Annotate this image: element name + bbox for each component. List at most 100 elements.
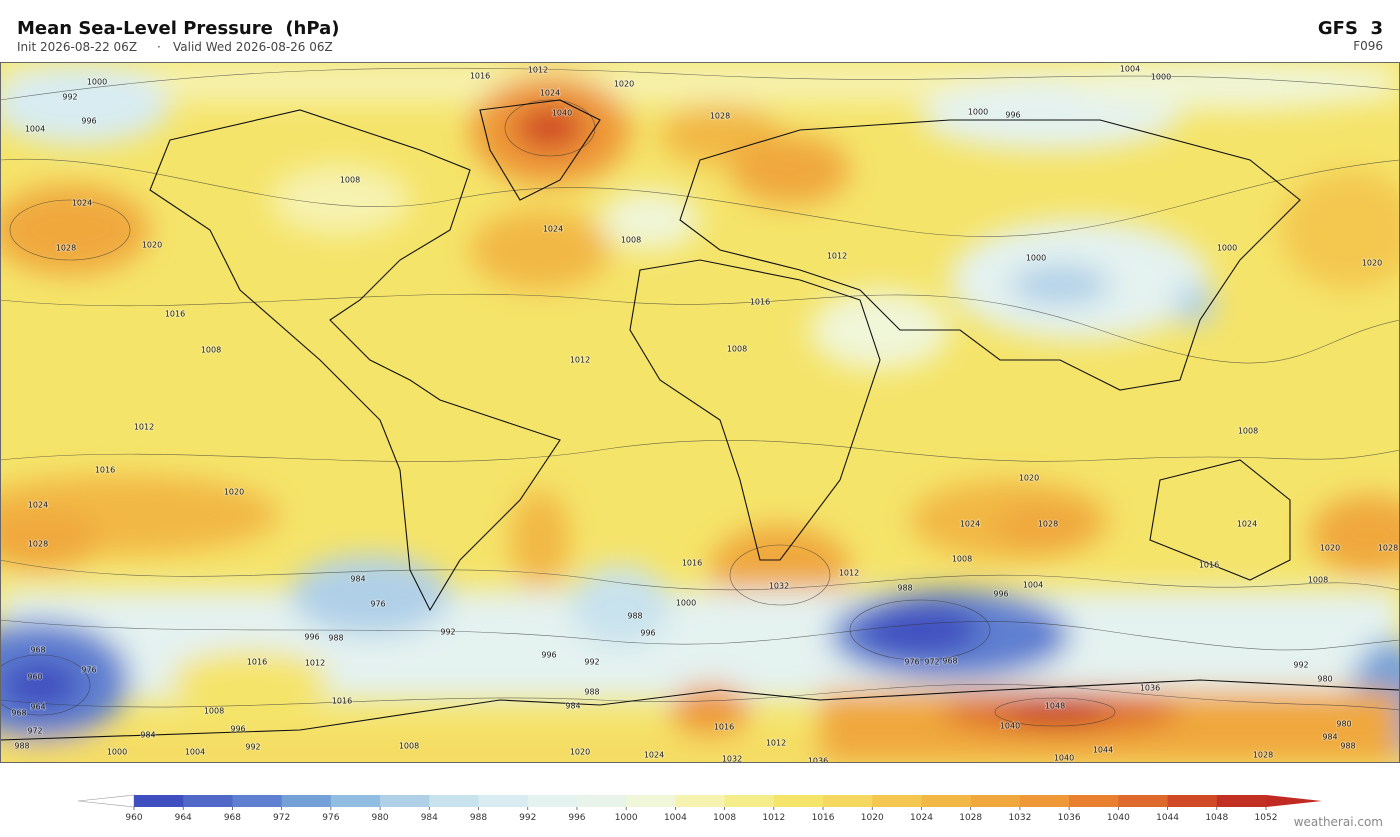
isobar-label: 1024 [960, 520, 980, 529]
isobar-label: 968 [30, 646, 45, 655]
isobar-label: 1000 [1151, 73, 1171, 82]
forecast-hour: F096 [1353, 39, 1383, 53]
colorbar-tick-label: 1052 [1255, 813, 1278, 823]
isobar-label: 1008 [727, 345, 747, 354]
isobar-label: 1020 [614, 80, 634, 89]
isobar-label: 988 [328, 634, 343, 643]
isobar-label: 1020 [224, 488, 244, 497]
isobar-label: 1008 [201, 346, 221, 355]
isobar-label: 1016 [714, 723, 734, 732]
isobars [0, 67, 1400, 727]
isobar-label: 976 [370, 600, 385, 609]
colorbar-tick-label: 1008 [713, 813, 736, 823]
isobar-label: 972 [27, 727, 42, 736]
isobar-label: 1008 [1308, 576, 1328, 585]
pressure-field [0, 62, 1400, 763]
isobar-label: 976 [904, 658, 919, 667]
colorbar-tick-label: 1020 [861, 813, 884, 823]
isobar-label: 1036 [1140, 684, 1160, 693]
isobar-label: 1012 [570, 356, 590, 365]
colorbar-band [724, 795, 775, 807]
colorbar-tick-label: 980 [371, 813, 388, 823]
isobar-label: 1016 [750, 298, 770, 307]
isobar-label: 972 [924, 658, 939, 667]
isobar-label: 1040 [1000, 722, 1020, 731]
colorbar-tick-label: 1000 [615, 813, 638, 823]
isobar-label: 984 [565, 702, 580, 711]
colorbar-band [232, 795, 283, 807]
colorbar-band [1019, 795, 1070, 807]
isobar-label: 1004 [1023, 581, 1043, 590]
isobar-label: 1008 [1238, 427, 1258, 436]
isobar-label: 1028 [1038, 520, 1058, 529]
isobar-label: 1000 [107, 748, 127, 757]
isobar-label: 996 [304, 633, 319, 642]
colorbar-under [77, 794, 135, 808]
colorbar-band [675, 795, 726, 807]
isobar-label: 1012 [766, 739, 786, 748]
isobar-label: 1012 [305, 659, 325, 668]
credit: weatherai.com [1294, 815, 1383, 829]
isobar-label: 964 [30, 703, 45, 712]
isobar-label: 1000 [1217, 244, 1237, 253]
isobar-label: 1000 [676, 599, 696, 608]
isobar-label: 1040 [552, 109, 572, 118]
isobar-label: 1016 [95, 466, 115, 475]
isobar-label: 1008 [621, 236, 641, 245]
isobar-label: 1016 [470, 72, 490, 81]
isobar-label: 1028 [710, 112, 730, 121]
isobar-label: 996 [81, 117, 96, 126]
isobar-label: 1028 [1253, 751, 1273, 760]
isobar-label: 1000 [1026, 254, 1046, 263]
isobar-label: 1028 [28, 540, 48, 549]
colorbar-band [970, 795, 1021, 807]
isobar-label: 984 [350, 575, 365, 584]
isobar-label: 976 [81, 666, 96, 675]
colorbar-tick-label: 972 [273, 813, 290, 823]
isobar-label: 1000 [968, 108, 988, 117]
isobar-label: 968 [11, 709, 26, 718]
isobar-label: 1012 [528, 66, 548, 75]
isobar-label: 996 [541, 651, 556, 660]
model-name: GFS 3 [1318, 18, 1383, 39]
isobar-label: 1036 [808, 757, 828, 766]
colorbar-tick-label: 988 [470, 813, 487, 823]
colorbar-band [1216, 795, 1267, 807]
isobar-label: 988 [1340, 742, 1355, 751]
colorbar-tick-label: 996 [568, 813, 585, 823]
isobar-label: 1016 [1199, 561, 1219, 570]
isobar-label: 1016 [332, 697, 352, 706]
isobar-label: 1008 [204, 707, 224, 716]
colorbar-band [773, 795, 824, 807]
isobar-label: 980 [1317, 675, 1332, 684]
colorbar-tick-label: 1048 [1205, 813, 1228, 823]
init-time: Init 2026-08-22 06Z [17, 40, 137, 54]
isobar-label: 996 [1005, 111, 1020, 120]
colorbar-tick-label: 1036 [1058, 813, 1081, 823]
colorbar-tick-label: 960 [125, 813, 142, 823]
isobar-label: 1000 [87, 78, 107, 87]
isobar-label: 984 [1322, 733, 1337, 742]
isobar-label: 996 [640, 629, 655, 638]
isobar-label: 1024 [28, 501, 48, 510]
isobar-label: 980 [1336, 720, 1351, 729]
colorbar-tick-label: 1012 [762, 813, 785, 823]
colorbar-band [872, 795, 922, 807]
isobar-label: 1032 [722, 755, 742, 764]
colorbar-tick-label: 1016 [812, 813, 835, 823]
colorbar-band [1118, 795, 1169, 807]
colorbar-tick-label: 1004 [664, 813, 687, 823]
isobar-label: 1020 [1320, 544, 1340, 553]
colorbar-band [478, 795, 529, 807]
isobar-label: 1020 [142, 241, 162, 250]
isobar-label: 1028 [56, 244, 76, 253]
colorbar-band [1167, 795, 1218, 807]
colorbar-tick-label: 984 [421, 813, 438, 823]
colorbar-band [1069, 795, 1119, 807]
isobar-label: 1012 [134, 423, 154, 432]
isobar-label: 1008 [399, 742, 419, 751]
isobar-label: 988 [584, 688, 599, 697]
